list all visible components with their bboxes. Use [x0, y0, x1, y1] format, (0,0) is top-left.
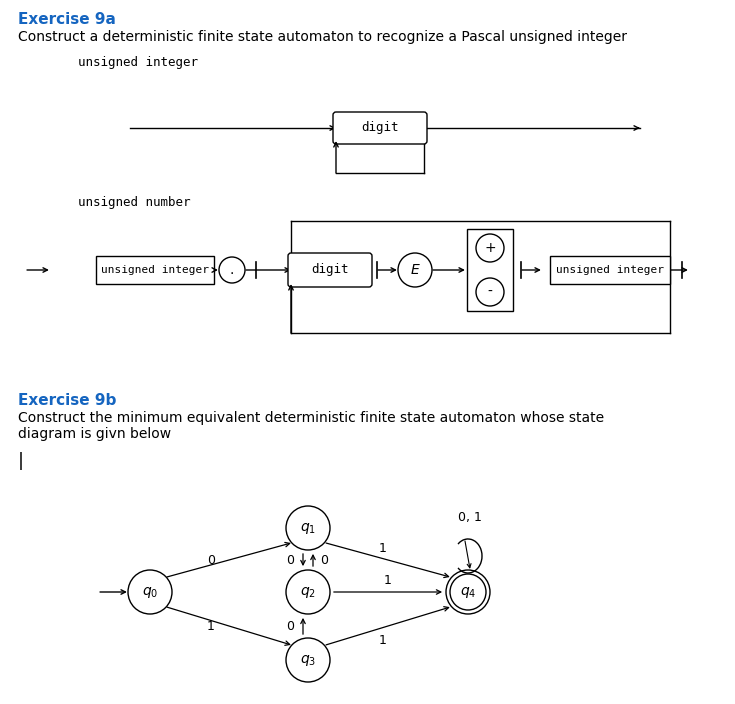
Text: diagram is givn below: diagram is givn below — [18, 427, 171, 441]
Circle shape — [286, 570, 330, 614]
Text: 0: 0 — [320, 553, 328, 567]
FancyBboxPatch shape — [288, 253, 372, 287]
Text: $q_1$: $q_1$ — [300, 520, 316, 536]
Text: 0, 1: 0, 1 — [458, 511, 482, 524]
Text: unsigned integer: unsigned integer — [78, 56, 198, 69]
Text: Construct the minimum equivalent deterministic finite state automaton whose stat: Construct the minimum equivalent determi… — [18, 411, 604, 425]
Text: |: | — [18, 452, 24, 470]
Circle shape — [450, 574, 486, 610]
Text: $q_0$: $q_0$ — [142, 584, 158, 600]
Circle shape — [476, 234, 504, 262]
FancyBboxPatch shape — [96, 256, 214, 284]
Text: 1: 1 — [207, 620, 215, 632]
Text: 0: 0 — [286, 620, 294, 632]
Text: 0: 0 — [286, 553, 294, 567]
Text: 0: 0 — [207, 553, 215, 567]
Circle shape — [446, 570, 490, 614]
Text: 1: 1 — [379, 541, 387, 555]
Circle shape — [398, 253, 432, 287]
Circle shape — [286, 638, 330, 682]
Text: unsigned integer: unsigned integer — [556, 265, 664, 275]
FancyBboxPatch shape — [467, 229, 513, 311]
FancyBboxPatch shape — [333, 112, 427, 144]
Circle shape — [476, 278, 504, 306]
FancyBboxPatch shape — [550, 256, 670, 284]
Circle shape — [219, 257, 245, 283]
Text: unsigned integer: unsigned integer — [101, 265, 209, 275]
Text: Exercise 9a: Exercise 9a — [18, 12, 116, 27]
Text: E: E — [411, 263, 420, 277]
Text: 1: 1 — [384, 574, 392, 586]
Text: 1: 1 — [379, 634, 387, 646]
Circle shape — [286, 506, 330, 550]
Text: -: - — [487, 285, 492, 299]
Circle shape — [128, 570, 172, 614]
Text: $q_2$: $q_2$ — [300, 584, 316, 600]
Text: Exercise 9b: Exercise 9b — [18, 393, 116, 408]
Text: unsigned number: unsigned number — [78, 196, 190, 209]
Text: $q_3$: $q_3$ — [300, 653, 316, 667]
Text: +: + — [484, 241, 496, 255]
Text: $q_4$: $q_4$ — [460, 584, 476, 600]
Text: Construct a deterministic finite state automaton to recognize a Pascal unsigned : Construct a deterministic finite state a… — [18, 30, 627, 44]
Text: digit: digit — [311, 263, 348, 277]
Text: digit: digit — [361, 122, 399, 134]
Text: .: . — [230, 263, 234, 277]
